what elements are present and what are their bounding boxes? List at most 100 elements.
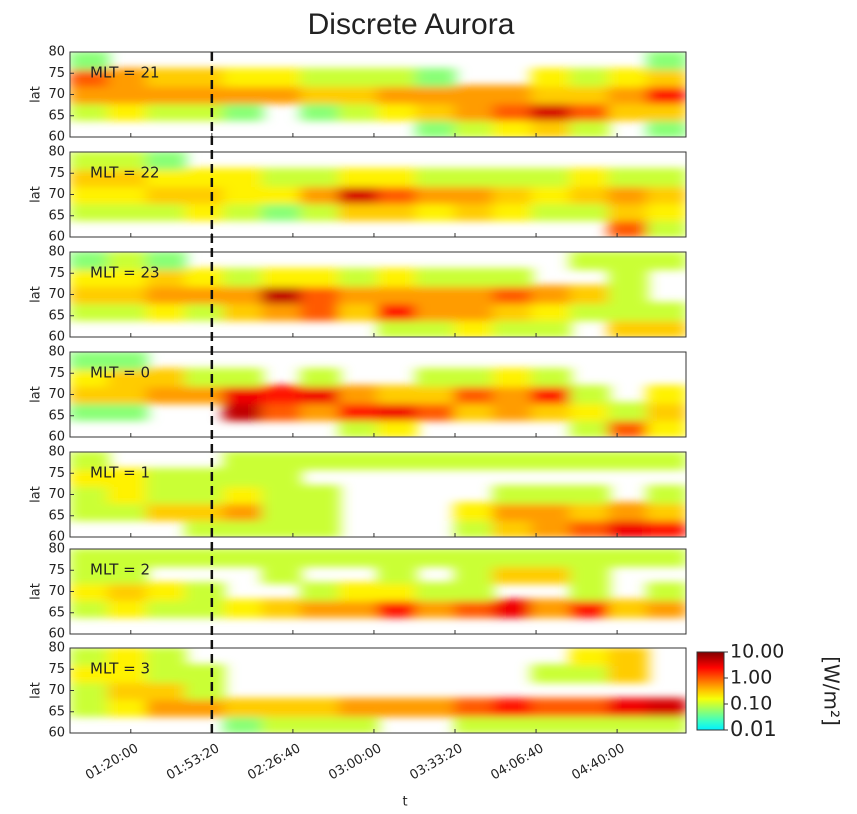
heatmap-cell xyxy=(70,152,110,170)
heatmap-cell xyxy=(184,549,225,567)
heatmap-cell xyxy=(608,252,649,270)
y-tick-label: 70 xyxy=(48,187,65,202)
heatmap-cell xyxy=(261,485,302,504)
panel-label: MLT = 0 xyxy=(90,364,150,382)
heatmap-cell xyxy=(608,85,649,104)
heatmap-cell xyxy=(531,485,572,504)
heatmap-cell xyxy=(492,549,533,567)
heatmap-cell xyxy=(107,468,148,487)
heatmap-cell xyxy=(261,385,302,404)
heatmap-cell xyxy=(338,452,379,470)
y-tick-label: 80 xyxy=(48,345,65,360)
heatmap-cells xyxy=(70,152,686,237)
heatmap-cell xyxy=(107,402,148,421)
heatmap-cell xyxy=(70,549,110,567)
heatmap-cell xyxy=(377,102,418,121)
heatmap-cell xyxy=(531,565,572,584)
heatmap-cell xyxy=(261,565,302,584)
heatmap-cell xyxy=(377,549,418,567)
heatmap-cell xyxy=(531,698,572,717)
heatmap-cell xyxy=(454,582,495,601)
heatmap-cell xyxy=(415,319,456,337)
y-tick-label: 65 xyxy=(48,108,65,123)
heatmap-cell xyxy=(454,202,495,221)
heatmap-cell xyxy=(223,302,264,321)
x-tick-label: 04:06:40 xyxy=(488,741,546,783)
y-tick-label: 80 xyxy=(48,145,65,160)
heatmap-cell xyxy=(261,285,302,304)
heatmap-cell xyxy=(531,502,572,521)
heatmap-cell xyxy=(454,385,495,404)
y-axis-label: lat xyxy=(29,386,44,403)
heatmap-cell xyxy=(300,402,341,421)
heatmap-cell xyxy=(261,468,302,487)
heatmap-cell xyxy=(531,68,572,87)
heatmap-cell xyxy=(415,698,456,717)
heatmap-cell xyxy=(415,368,456,387)
heatmap-cell xyxy=(70,582,110,601)
heatmap-cell xyxy=(146,85,187,104)
heatmap-cell xyxy=(184,698,225,717)
heatmap-cell xyxy=(608,599,649,618)
heatmap-cell xyxy=(454,285,495,304)
x-tick-label: 03:00:00 xyxy=(326,741,384,783)
heatmap-cell xyxy=(107,302,148,321)
heatmap-cell xyxy=(415,302,456,321)
heatmap-cell xyxy=(223,68,264,87)
y-tick-label: 65 xyxy=(48,408,65,423)
heatmap-cell xyxy=(261,599,302,618)
heatmap-cell xyxy=(492,368,533,387)
heatmap-cell xyxy=(338,285,379,304)
heatmap-cell xyxy=(531,319,572,337)
heatmap-cell xyxy=(454,698,495,717)
heatmap-cell xyxy=(492,519,533,537)
heatmap-cell xyxy=(338,185,379,204)
heatmap-cell xyxy=(531,168,572,187)
heatmap-cell xyxy=(646,102,686,121)
x-tick-label: 01:20:00 xyxy=(83,741,141,783)
heatmap-cell xyxy=(70,452,110,470)
heatmap-cell xyxy=(107,152,148,170)
heatmap-cell xyxy=(608,168,649,187)
heatmap-cell xyxy=(569,565,610,584)
y-tick-label: 75 xyxy=(48,662,65,677)
heatmap-cell xyxy=(223,452,264,470)
heatmap-cell xyxy=(377,302,418,321)
heatmap-cell xyxy=(107,202,148,221)
heatmap-cell xyxy=(107,565,148,584)
heatmap-cell xyxy=(300,102,341,121)
heatmap-cell xyxy=(608,452,649,470)
y-tick-label: 60 xyxy=(48,430,65,445)
heatmap-cell xyxy=(261,402,302,421)
heatmap-cell xyxy=(377,565,418,584)
heatmap-cell xyxy=(107,352,148,370)
chart-title: Discrete Aurora xyxy=(308,8,515,41)
heatmap-cell xyxy=(261,302,302,321)
heatmap-cell xyxy=(261,85,302,104)
y-axis-label: lat xyxy=(29,186,44,203)
heatmap-cell xyxy=(569,85,610,104)
heatmap-cell xyxy=(377,698,418,717)
panel-label: MLT = 3 xyxy=(90,660,150,678)
y-tick-label: 80 xyxy=(48,542,65,557)
heatmap-cell xyxy=(146,599,187,618)
heatmap-cell xyxy=(107,368,148,387)
y-tick-label: 80 xyxy=(48,245,65,260)
heatmap-cell xyxy=(146,185,187,204)
heatmap-cell xyxy=(107,549,148,567)
heatmap-cell xyxy=(70,648,110,666)
heatmap xyxy=(70,452,686,537)
heatmap-cell xyxy=(608,519,649,537)
y-tick-label: 70 xyxy=(48,387,65,402)
heatmap-cell xyxy=(569,452,610,470)
heatmap-cell xyxy=(184,102,225,121)
heatmap-cell xyxy=(146,698,187,717)
heatmap-cell xyxy=(492,302,533,321)
y-tick-label: 75 xyxy=(48,66,65,81)
heatmap-cell xyxy=(146,664,187,683)
heatmap-cell xyxy=(70,102,110,121)
y-axis-label: lat xyxy=(29,486,44,503)
heatmap-cell xyxy=(454,715,495,733)
heatmap-cell xyxy=(569,185,610,204)
heatmap-cell xyxy=(223,468,264,487)
